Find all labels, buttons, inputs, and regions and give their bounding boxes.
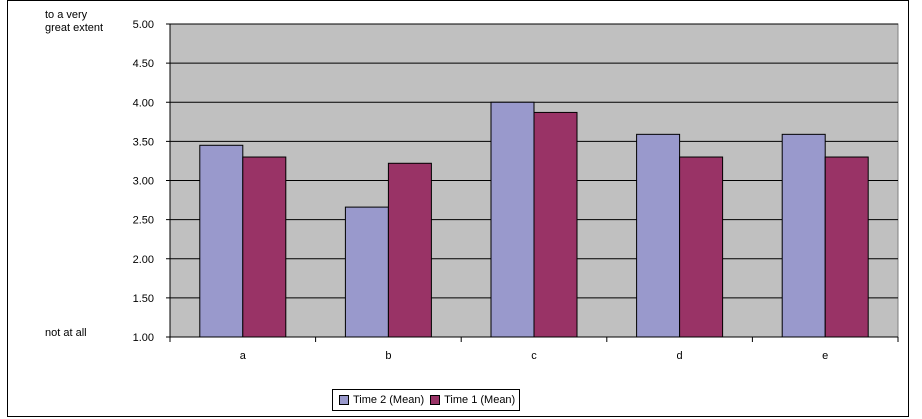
y-tick-label: 4.00 xyxy=(133,97,154,109)
y-tick-label: 2.50 xyxy=(133,215,154,227)
bar-b-series-2 xyxy=(387,162,432,338)
bar-c-series-1 xyxy=(490,101,535,338)
y-top-note-line-1: to a very xyxy=(45,9,88,21)
legend-swatch-time-1 xyxy=(430,395,441,405)
y-tick-label: 5.00 xyxy=(133,19,154,31)
y-top-note-line-2: great extent xyxy=(45,22,104,34)
bar-e-series-2 xyxy=(824,156,869,338)
bar-a-series-2 xyxy=(242,156,287,338)
y-tick-label: 2.00 xyxy=(133,254,154,266)
y-tick-label: 3.50 xyxy=(133,136,154,148)
y-tick-label: 1.00 xyxy=(133,332,154,344)
x-tick-label-b: b xyxy=(385,350,391,362)
bar-a-series-1 xyxy=(199,144,244,338)
legend-label-time-1: Time 1 (Mean) xyxy=(444,394,516,406)
y-tick-label: 1.50 xyxy=(133,293,154,305)
bar-c-series-2 xyxy=(533,111,578,338)
legend-swatch-time-2 xyxy=(339,395,349,405)
y-tick-label: 3.00 xyxy=(133,176,154,188)
bar-b-series-1 xyxy=(344,206,389,338)
x-tick-label-a: a xyxy=(240,350,247,362)
bars xyxy=(199,101,869,338)
bar-d-series-2 xyxy=(679,156,724,338)
bar-e-series-1 xyxy=(781,133,826,338)
legend: Time 2 (Mean) Time 1 (Mean) xyxy=(332,389,520,411)
bar-d-series-1 xyxy=(636,133,681,338)
x-tick-label-d: d xyxy=(677,350,683,362)
x-tick-label-c: c xyxy=(531,350,537,362)
legend-item-time-2: Time 2 (Mean) xyxy=(339,394,424,406)
y-top-note: to a very great extent xyxy=(45,9,103,35)
legend-label-time-2: Time 2 (Mean) xyxy=(353,394,425,406)
x-tick-label-e: e xyxy=(822,350,828,362)
legend-item-time-1: Time 1 (Mean) xyxy=(430,394,515,406)
y-tick-label: 4.50 xyxy=(133,58,154,70)
y-bottom-note: not at all xyxy=(45,327,87,339)
axes: 1.00 1.50 2.00 2.50 3.00 3.50 4.00 4.50 5.00 a b c d… xyxy=(133,19,899,362)
